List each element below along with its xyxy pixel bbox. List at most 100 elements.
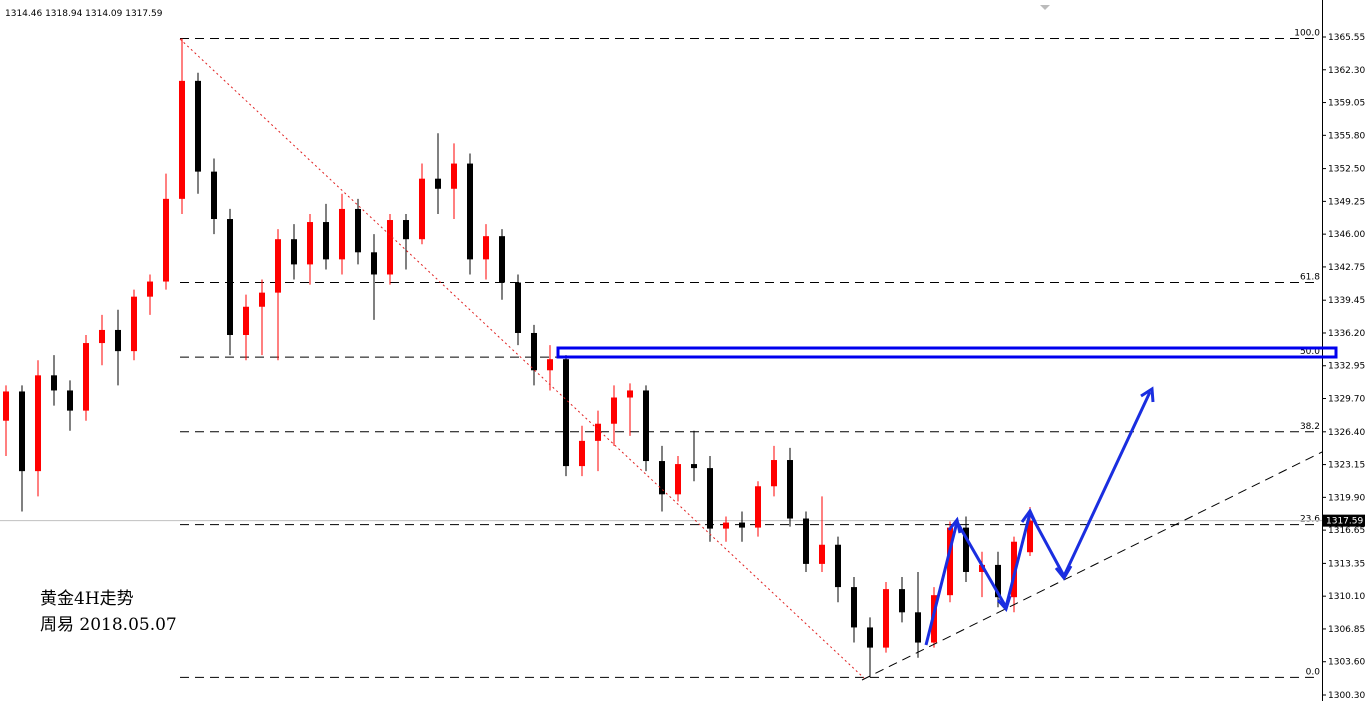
annotation: 周易 2018.05.07 <box>40 615 177 635</box>
candle-body <box>499 236 505 283</box>
y-tick-label: 1346.00 <box>1328 230 1365 240</box>
y-tick-label: 1339.45 <box>1328 296 1365 306</box>
scroll-marker <box>1040 5 1050 10</box>
y-tick-label: 1303.60 <box>1328 658 1365 668</box>
y-tick-label: 1313.35 <box>1328 559 1365 569</box>
fib-trend-line <box>179 38 865 679</box>
resistance-box <box>556 346 1338 359</box>
fib-label: 61.8 <box>1300 273 1320 283</box>
fib-label: 23.6 <box>1300 515 1320 525</box>
y-tick-label: 1329.70 <box>1328 395 1365 405</box>
candle-body <box>67 390 73 411</box>
candle-body <box>35 375 41 472</box>
candle-body <box>1011 541 1017 598</box>
y-tick-label: 1359.05 <box>1328 99 1365 109</box>
candle-body <box>627 390 633 398</box>
candle-body <box>259 292 265 307</box>
candle-body <box>291 239 297 265</box>
candle-body <box>371 252 377 275</box>
last-price-box <box>1323 514 1365 527</box>
candle-body <box>99 329 105 344</box>
candle-body <box>723 522 729 529</box>
y-tick-label: 1323.15 <box>1328 461 1365 471</box>
candle-body <box>19 391 25 472</box>
y-tick-label: 1316.65 <box>1328 526 1365 536</box>
candle-body <box>483 236 489 260</box>
candle-body <box>227 219 233 335</box>
arrow-head <box>947 516 962 534</box>
candle-body <box>195 80 201 172</box>
price-axis: 1365.55 1362.30 1359.05 1355.80 1352.50 1349.… <box>1322 33 1365 701</box>
candle-body <box>787 460 793 519</box>
candle-body <box>467 163 473 260</box>
fib-label: 50.0 <box>1300 347 1320 357</box>
candle-body <box>275 239 281 293</box>
y-tick-label: 1319.90 <box>1328 493 1365 503</box>
arrow-head <box>1140 386 1155 403</box>
candle-body <box>211 171 217 220</box>
y-tick-label: 1306.85 <box>1328 625 1365 635</box>
y-tick-label: 1326.40 <box>1328 428 1365 438</box>
y-tick-label: 1349.25 <box>1328 197 1365 207</box>
candle-body <box>691 464 697 469</box>
y-tick-label: 1332.95 <box>1328 362 1365 372</box>
candle-body <box>947 527 953 596</box>
candle-body <box>995 564 1001 598</box>
candle-body <box>819 544 825 564</box>
candle-body <box>675 464 681 495</box>
annotation: 黄金4H走势 <box>40 589 134 609</box>
candle-body <box>419 178 425 240</box>
fib-label: 0.0 <box>1306 667 1321 677</box>
candle-body <box>339 208 345 260</box>
candle-body <box>323 222 329 260</box>
analysis-drawings <box>179 38 1338 681</box>
candle-body <box>515 282 521 333</box>
candle-body <box>131 296 137 352</box>
candle-body <box>403 220 409 240</box>
ohlc-header: 1314.46 1318.94 1314.09 1317.59 <box>5 9 163 19</box>
arrow-head <box>996 595 1012 612</box>
y-tick-label: 1362.30 <box>1328 66 1365 76</box>
candle-body <box>51 375 57 391</box>
candle-body <box>435 178 441 189</box>
candle-body <box>739 522 745 528</box>
candle-body <box>307 222 313 265</box>
candle-body <box>755 486 761 528</box>
y-tick-label: 1355.80 <box>1328 131 1365 141</box>
fib-label: 38.2 <box>1300 422 1320 432</box>
y-tick-label: 1310.10 <box>1328 592 1365 602</box>
candle-body <box>387 220 393 275</box>
fib-label: 100.0 <box>1294 29 1320 39</box>
support-trendline <box>861 451 1323 681</box>
candle-body <box>243 306 249 335</box>
candle-body <box>595 423 601 441</box>
y-tick-label: 1352.50 <box>1328 165 1365 175</box>
candle-body <box>659 461 665 495</box>
y-tick-label: 1300.30 <box>1328 691 1365 701</box>
arrow-head <box>1020 508 1038 525</box>
candle-body <box>3 391 9 421</box>
candle-body <box>83 343 89 411</box>
candle-body <box>531 332 537 371</box>
candle-body <box>563 359 569 467</box>
candle-body <box>355 208 361 253</box>
candle-body <box>451 163 457 189</box>
candle-body <box>547 359 553 371</box>
candle-body <box>1027 520 1033 553</box>
candle-body <box>771 460 777 487</box>
candle-body <box>835 544 841 588</box>
last-price-label: 1317.59 <box>1326 517 1363 527</box>
candle-body <box>643 390 649 462</box>
candle-body <box>163 198 169 282</box>
candle-body <box>611 397 617 424</box>
candle-body <box>867 627 873 648</box>
candle-body <box>979 564 985 572</box>
candle-body <box>179 80 185 199</box>
candle-body <box>883 589 889 648</box>
candle-body <box>579 440 585 467</box>
candle-body <box>707 468 713 529</box>
candle-body <box>851 587 857 628</box>
